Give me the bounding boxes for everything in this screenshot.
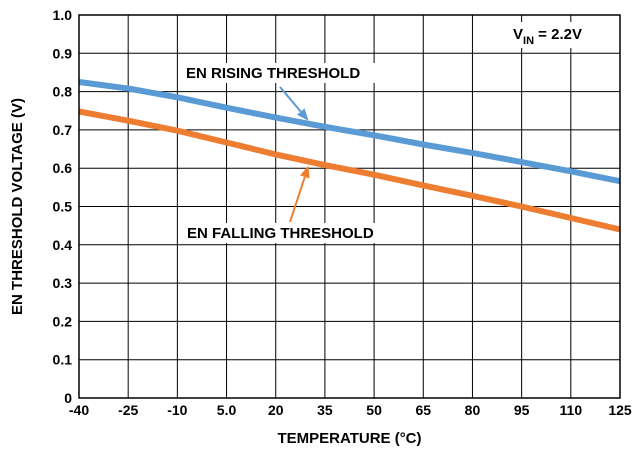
condition-subscript: IN [523, 35, 534, 47]
falling-label-box [184, 223, 416, 243]
y-tick-label: 0 [64, 390, 72, 406]
y-tick-label: 0.2 [53, 313, 73, 329]
y-tick-label: 0.1 [53, 352, 73, 368]
x-tick-label: 50 [366, 402, 382, 418]
falling-arrow [289, 176, 306, 223]
condition-prefix: V [513, 26, 523, 43]
x-tick-labels: -40 -25 -10 5.0 20 35 50 65 80 95 110 125 [69, 402, 632, 418]
y-tick-label: 0.9 [53, 45, 73, 61]
x-tick-label: 35 [317, 402, 333, 418]
series-line-1 [78, 108, 621, 233]
series-line-0 [78, 79, 621, 185]
condition-box [507, 22, 609, 48]
condition-suffix: = 2.2V [534, 26, 582, 43]
y-tick-label: 0.6 [53, 160, 73, 176]
y-tick-label: 0.4 [53, 237, 73, 253]
rising-threshold-label: EN RISING THRESHOLD [186, 65, 360, 82]
falling-threshold-label: EN FALLING THRESHOLD [187, 225, 374, 242]
y-tick-label: 0.3 [53, 275, 73, 291]
x-tick-label: 80 [465, 402, 481, 418]
series-layer [78, 79, 621, 233]
x-tick-label: -10 [167, 402, 187, 418]
x-tick-label: 95 [514, 402, 530, 418]
x-tick-label: 125 [608, 402, 632, 418]
y-tick-label: 1.0 [53, 7, 73, 23]
y-axis-title: EN THRESHOLD VOLTAGE (V) [9, 98, 26, 315]
x-tick-label: -25 [118, 402, 138, 418]
rising-label-box [183, 63, 401, 83]
plot-frame [78, 14, 621, 399]
y-tick-labels: 0 0.1 0.2 0.3 0.4 0.5 0.6 0.7 0.8 0.9 1.0 [53, 7, 73, 406]
condition-label: VIN = 2.2V [513, 26, 582, 47]
y-tick-label: 0.8 [53, 84, 73, 100]
annotations: VIN = 2.2V EN RISING THRESHOLD EN FALLIN… [183, 22, 609, 243]
rising-arrowhead [297, 108, 309, 121]
x-tick-label: 110 [560, 402, 583, 418]
x-tick-label: 5.0 [217, 402, 237, 418]
x-tick-label: 65 [415, 402, 431, 418]
x-tick-label: -40 [69, 402, 89, 418]
rising-arrow [279, 86, 302, 113]
falling-arrowhead [300, 165, 310, 179]
x-axis-title: TEMPERATURE (°C) [277, 430, 421, 447]
y-tick-label: 0.5 [53, 199, 73, 215]
x-tick-label: 20 [268, 402, 284, 418]
y-tick-label: 0.7 [53, 122, 73, 138]
